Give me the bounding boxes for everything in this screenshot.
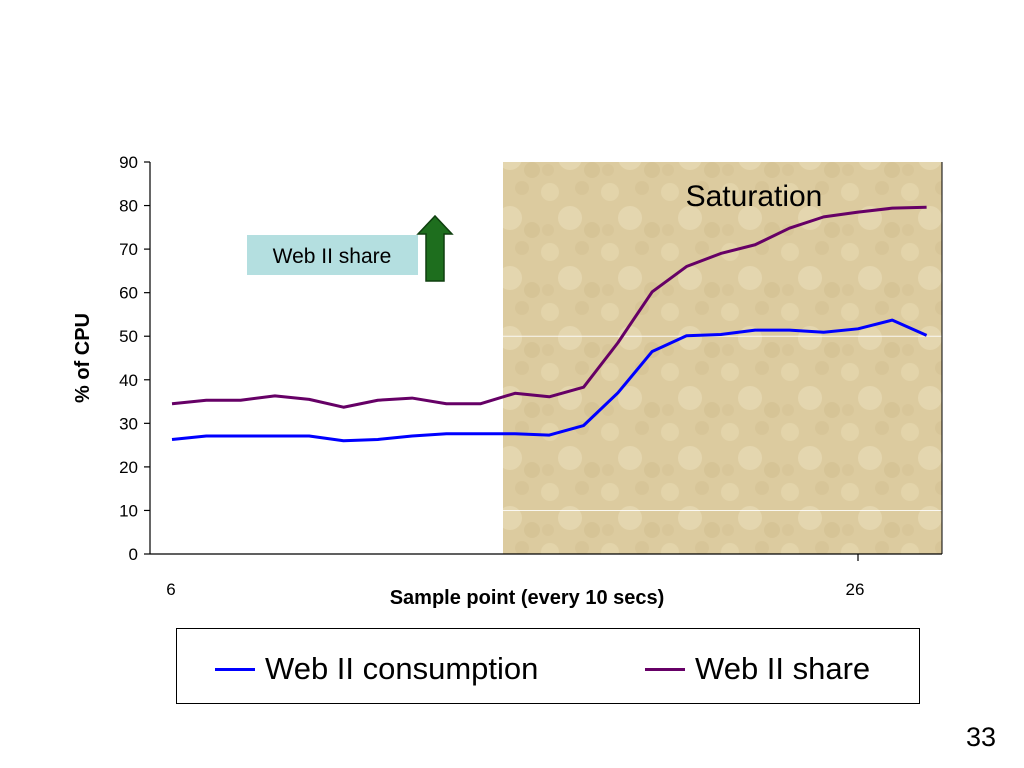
series-line-share [171, 205, 927, 409]
series-layer [171, 205, 928, 443]
legend: Web II consumption Web II share [176, 628, 920, 704]
y-tick-label: 70 [119, 240, 138, 259]
legend-item-consumption: Web II consumption [215, 651, 538, 687]
y-tick-label: 50 [119, 327, 138, 346]
callout-label: Web II share [273, 245, 392, 268]
x-tick-label: 6 [166, 580, 175, 599]
callout: Web II share [247, 235, 418, 275]
legend-swatch-consumption [215, 667, 255, 671]
y-axis-label: % of CPU [72, 313, 94, 403]
legend-label-consumption: Web II consumption [265, 651, 539, 686]
y-tick-label: 20 [119, 458, 138, 477]
page-number: 33 [965, 722, 996, 752]
saturation-label: Saturation [686, 180, 823, 213]
y-tick-label: 0 [129, 545, 138, 564]
series-line-consumption [171, 318, 928, 443]
legend-swatch-share [645, 667, 685, 671]
y-tick-label: 60 [119, 284, 138, 303]
y-tick-label: 10 [119, 501, 138, 520]
saturation-region-layer [503, 162, 942, 554]
up-arrow-icon [416, 214, 454, 282]
x-axis-label: Sample point (every 10 secs) [390, 587, 665, 609]
axes: 0 10 20 30 40 50 60 70 80 90 6 26 [119, 153, 943, 599]
y-tick-label: 90 [119, 153, 138, 172]
saturation-region [503, 162, 942, 554]
y-tick-label: 40 [119, 371, 138, 390]
y-tick-label: 80 [119, 197, 138, 216]
legend-label-share: Web II share [695, 651, 871, 686]
x-tick-label: 26 [846, 580, 865, 599]
legend-item-share: Web II share [645, 651, 870, 687]
callout-box [247, 235, 418, 275]
y-tick-label: 30 [119, 414, 138, 433]
